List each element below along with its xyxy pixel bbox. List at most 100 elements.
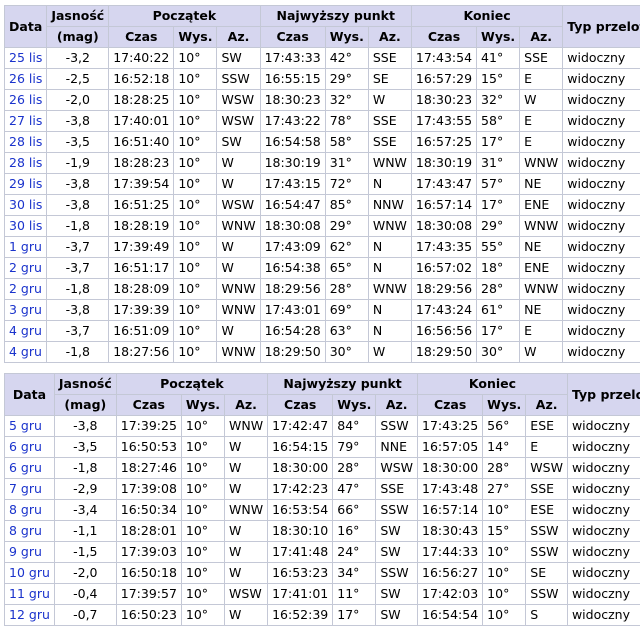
date-cell[interactable]: 11 gru — [4, 583, 55, 605]
max-az-cell: W — [367, 89, 412, 111]
start-alt-cell: 10° — [180, 436, 226, 458]
table-row: 26 lis -2,0 18:28:25 10° WSW 18:30:23 32° W 18:3… — [3, 89, 640, 111]
date-cell[interactable]: 4 gru — [3, 320, 48, 342]
start-alt-cell: 10° — [180, 541, 226, 563]
max-az-cell: WNW — [367, 215, 412, 237]
max-az-cell: SSW — [375, 415, 419, 437]
date-cell[interactable]: 12 gru — [4, 604, 55, 626]
date-cell[interactable]: 28 lis — [3, 131, 48, 153]
date-cell[interactable]: 30 lis — [3, 194, 48, 216]
end-time-cell: 16:56:56 — [410, 320, 478, 342]
date-cell[interactable]: 3 gru — [3, 299, 48, 321]
date-cell[interactable]: 7 gru — [4, 478, 55, 500]
table-row: 30 lis -1,8 18:28:19 10° WNW 18:30:08 29° WNW 18… — [3, 215, 640, 237]
date-cell[interactable]: 8 gru — [4, 520, 55, 542]
start-time-cell: 16:50:23 — [115, 604, 182, 626]
date-cell[interactable]: 8 gru — [4, 499, 55, 521]
end-alt-cell: 57° — [476, 173, 521, 195]
table-row: 6 gru -1,8 18:27:46 10° W 18:30:00 28° WSW 18:30… — [4, 457, 640, 479]
start-az-cell: SSW — [216, 68, 261, 90]
magnitude-cell: -3,8 — [46, 110, 110, 132]
end-az-cell: SSE — [519, 47, 564, 69]
date-cell[interactable]: 2 gru — [3, 257, 48, 279]
max-alt-cell: 28° — [332, 457, 377, 479]
header-end: Koniec — [410, 5, 564, 27]
max-time-cell: 18:29:50 — [259, 341, 326, 363]
end-time-cell: 18:29:50 — [410, 341, 478, 363]
date-cell[interactable]: 25 lis — [3, 47, 48, 69]
max-time-cell: 17:41:01 — [267, 583, 334, 605]
pass-type-cell: widoczny — [562, 257, 640, 279]
start-time-cell: 17:39:49 — [108, 236, 175, 258]
date-cell[interactable]: 27 lis — [3, 110, 48, 132]
end-alt-cell: 15° — [476, 68, 521, 90]
end-az-cell: SSW — [525, 520, 568, 542]
end-alt-cell: 10° — [482, 583, 527, 605]
header-max-az: Az. — [375, 394, 419, 416]
max-az-cell: SSE — [375, 478, 419, 500]
start-az-cell: W — [216, 236, 261, 258]
end-time-cell: 16:57:29 — [410, 68, 478, 90]
table-row: 8 gru -3,4 16:50:34 10° WNW 16:53:54 66° SSW 16:… — [4, 499, 640, 521]
header-start-time: Czas — [115, 394, 182, 416]
start-alt-cell: 10° — [180, 583, 226, 605]
pass-type-cell: widoczny — [566, 415, 640, 437]
end-alt-cell: 30° — [476, 341, 521, 363]
date-cell[interactable]: 4 gru — [3, 341, 48, 363]
start-az-cell: WSW — [224, 583, 269, 605]
start-alt-cell: 10° — [173, 215, 218, 237]
date-cell[interactable]: 10 gru — [4, 562, 55, 584]
header-start-az: Az. — [224, 394, 269, 416]
date-cell[interactable]: 6 gru — [4, 436, 55, 458]
end-time-cell: 16:57:02 — [410, 257, 478, 279]
end-time-cell: 18:30:00 — [417, 457, 484, 479]
start-az-cell: SW — [216, 131, 261, 153]
pass-type-cell: widoczny — [562, 215, 640, 237]
date-cell[interactable]: 26 lis — [3, 68, 48, 90]
magnitude-cell: -3,2 — [46, 47, 110, 69]
pass-type-cell: widoczny — [566, 604, 640, 626]
pass-type-cell: widoczny — [566, 541, 640, 563]
magnitude-cell: -1,9 — [46, 152, 110, 174]
pass-type-cell: widoczny — [562, 194, 640, 216]
date-cell[interactable]: 30 lis — [3, 215, 48, 237]
max-time-cell: 17:42:47 — [267, 415, 334, 437]
table-row: 28 lis -3,5 16:51:40 10° SW 16:54:58 58° SSE 16:… — [3, 131, 640, 153]
date-cell[interactable]: 26 lis — [3, 89, 48, 111]
end-alt-cell: 29° — [476, 215, 521, 237]
date-cell[interactable]: 28 lis — [3, 152, 48, 174]
end-time-cell: 17:43:35 — [410, 236, 478, 258]
start-az-cell: W — [224, 562, 269, 584]
end-alt-cell: 56° — [482, 415, 527, 437]
end-alt-cell: 14° — [482, 436, 527, 458]
date-cell[interactable]: 5 gru — [4, 415, 55, 437]
end-time-cell: 17:43:24 — [410, 299, 478, 321]
date-cell[interactable]: 9 gru — [4, 541, 55, 563]
header-max-alt: Wys. — [332, 394, 377, 416]
end-az-cell: ESE — [525, 415, 568, 437]
end-az-cell: NE — [519, 236, 564, 258]
start-time-cell: 17:39:54 — [108, 173, 175, 195]
start-az-cell: W — [224, 457, 269, 479]
start-time-cell: 17:39:39 — [108, 299, 175, 321]
max-alt-cell: 85° — [324, 194, 369, 216]
end-alt-cell: 17° — [476, 194, 521, 216]
end-time-cell: 18:29:56 — [410, 278, 478, 300]
magnitude-cell: -2,0 — [53, 562, 117, 584]
max-time-cell: 16:54:15 — [267, 436, 334, 458]
start-time-cell: 17:40:01 — [108, 110, 175, 132]
date-cell[interactable]: 6 gru — [4, 457, 55, 479]
end-az-cell: SE — [525, 562, 568, 584]
start-time-cell: 18:28:01 — [115, 520, 182, 542]
start-alt-cell: 10° — [173, 299, 218, 321]
date-cell[interactable]: 29 lis — [3, 173, 48, 195]
magnitude-cell: -1,8 — [46, 215, 110, 237]
pass-type-cell: widoczny — [562, 131, 640, 153]
max-time-cell: 16:52:39 — [267, 604, 334, 626]
date-cell[interactable]: 2 gru — [3, 278, 48, 300]
start-time-cell: 18:27:46 — [115, 457, 182, 479]
end-az-cell: NE — [519, 173, 564, 195]
end-time-cell: 18:30:08 — [410, 215, 478, 237]
max-alt-cell: 17° — [332, 604, 377, 626]
date-cell[interactable]: 1 gru — [3, 236, 48, 258]
